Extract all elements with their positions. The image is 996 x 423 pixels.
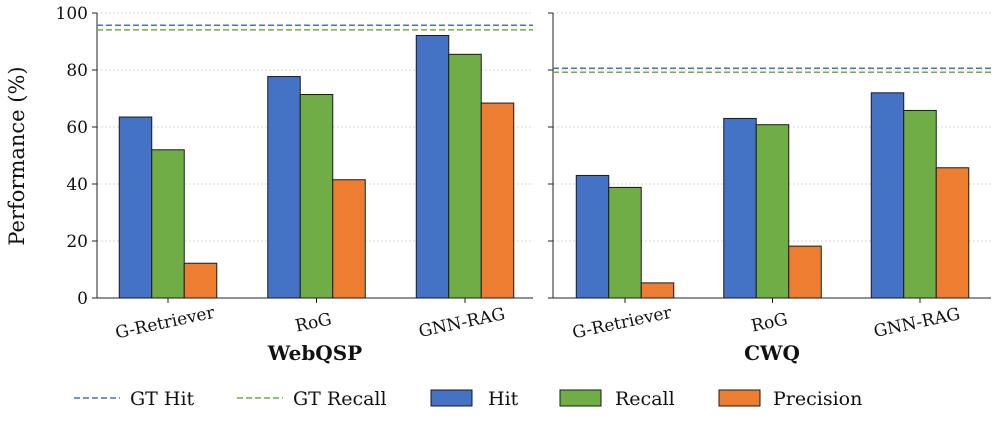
webqsp-bar-g-retriever-hit (118, 116, 153, 299)
cwq-bar-gnn-rag-recall (903, 109, 937, 299)
y-tick-label: 100 (56, 4, 88, 24)
legend-item-recall: Recall (559, 388, 675, 410)
legend-label-gt-recall: GT Recall (293, 388, 387, 410)
webqsp-bar-rog-recall (299, 94, 334, 299)
y-tick-label: 40 (66, 175, 88, 195)
cwq-bar-g-retriever-precision (640, 282, 675, 299)
y-tick-label: 0 (77, 289, 88, 309)
chart-legend: GT Hit GT Recall Hit Recall Precision (74, 388, 862, 410)
y-tick-label: 80 (66, 61, 88, 81)
legend-label-hit: Hit (488, 388, 519, 410)
legend-label-gt-hit: GT Hit (130, 388, 195, 410)
legend-swatch-recall (559, 389, 602, 407)
legend-label-recall: Recall (615, 388, 675, 410)
panel-title-cwq: CWQ (744, 341, 800, 365)
legend-item-gt-recall: GT Recall (237, 388, 387, 410)
webqsp-bar-gnn-rag-precision (480, 102, 515, 299)
legend-swatch-precision (718, 389, 761, 407)
panel-webqsp: 0 20 40 60 80 100 G-Retriever RoG GNN-RAG WebQSP (56, 4, 533, 365)
webqsp-bar-g-retriever-recall (151, 149, 185, 299)
category-label: RoG (293, 310, 333, 337)
chart-panels: 0 20 40 60 80 100 G-Retriever RoG GNN-RAG WebQSP G… (56, 4, 991, 365)
cwq-bar-gnn-rag-precision (935, 167, 970, 299)
y-axis-label: Performance (%) (5, 66, 29, 245)
legend-item-gt-hit: GT Hit (74, 388, 195, 410)
webqsp-bar-g-retriever-precision (183, 262, 218, 299)
y-tick-label: 20 (66, 232, 88, 252)
legend-swatch-hit (430, 389, 473, 407)
category-label: G-Retriever (114, 303, 218, 344)
category-label: GNN-RAG (417, 304, 507, 342)
legend-item-precision: Precision (718, 388, 862, 410)
panel-cwq: G-Retriever RoG GNN-RAG CWQ (548, 12, 991, 365)
legend-label-precision: Precision (773, 388, 862, 410)
y-tick-label: 60 (66, 118, 88, 138)
webqsp-bar-rog-precision (332, 179, 366, 299)
webqsp-bar-gnn-rag-hit (415, 35, 450, 299)
cwq-bar-gnn-rag-hit (870, 92, 905, 299)
panel-title-webqsp: WebQSP (267, 341, 362, 365)
cwq-bar-rog-recall (755, 124, 790, 299)
legend-item-hit: Hit (430, 388, 519, 410)
webqsp-bar-rog-hit (267, 76, 301, 299)
category-label: GNN-RAG (872, 304, 962, 342)
cwq-bar-g-retriever-recall (608, 186, 642, 299)
category-label: RoG (749, 310, 789, 337)
cwq-bar-rog-hit (723, 117, 757, 299)
webqsp-bar-gnn-rag-recall (448, 53, 482, 299)
category-label: G-Retriever (571, 303, 675, 344)
cwq-bar-g-retriever-hit (575, 174, 610, 299)
cwq-bar-rog-precision (788, 245, 822, 299)
